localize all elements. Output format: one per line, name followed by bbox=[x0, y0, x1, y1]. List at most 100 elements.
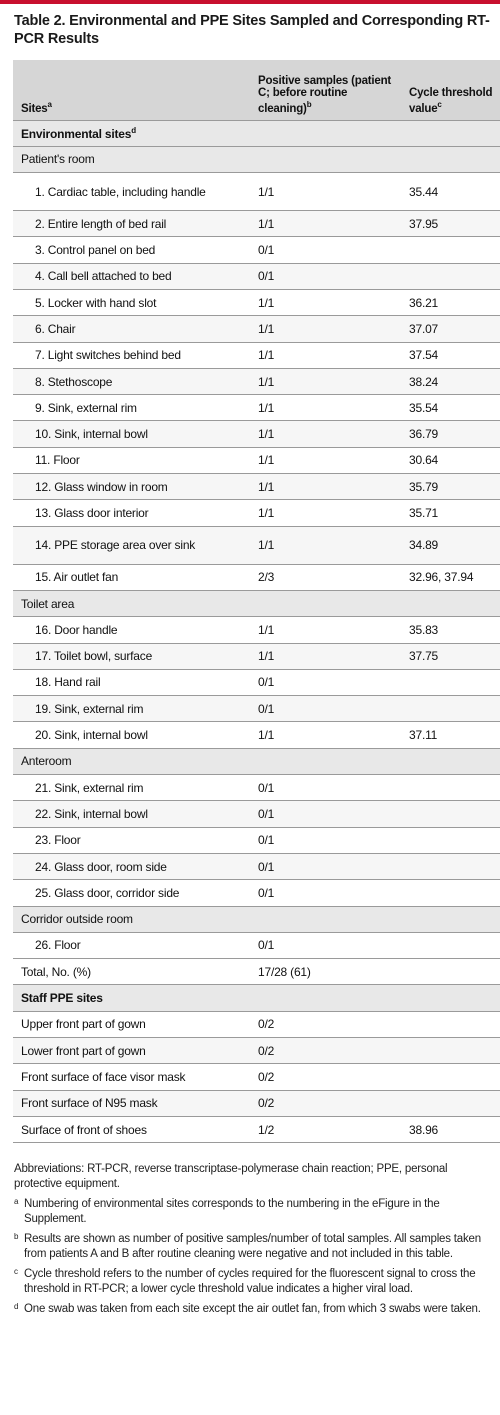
table-row: 14. PPE storage area over sink 1/1 34.89 bbox=[13, 526, 500, 565]
site-cell: 18. Hand rail bbox=[35, 675, 101, 690]
site-cell: 15. Air outlet fan bbox=[35, 570, 119, 585]
positive-cell: 1/1 bbox=[250, 420, 401, 448]
positive-cell: 0/1 bbox=[258, 938, 275, 953]
positive-cell: 1/1 bbox=[258, 622, 275, 637]
positive-cell: 1/1 bbox=[258, 348, 275, 363]
table-row: 11. Floor 1/1 30.64 bbox=[13, 447, 500, 473]
ct-cell bbox=[401, 669, 500, 695]
footnote-a: a Numbering of environmental sites corres… bbox=[14, 1197, 440, 1225]
toilet-area-header: Toilet area bbox=[13, 590, 500, 617]
positive-cell: 1/1 bbox=[258, 506, 275, 520]
ct-cell: 38.24 bbox=[401, 368, 500, 395]
ct-cell bbox=[401, 775, 500, 801]
ct-cell bbox=[401, 932, 500, 958]
positive-cell: 2/3 bbox=[258, 570, 275, 585]
abbreviations-note: Abbreviations: RT-PCR, reverse transcrip… bbox=[14, 1163, 448, 1190]
site-cell: 16. Door handle bbox=[35, 622, 118, 637]
site-cell: 3. Control panel on bed bbox=[35, 243, 156, 258]
site-cell: 26. Floor bbox=[35, 938, 81, 953]
site-cell: 13. Glass door interior bbox=[35, 506, 149, 520]
table-row: 6. Chair 1/1 37.07 bbox=[13, 315, 500, 343]
ct-cell: 35.79 bbox=[401, 473, 500, 500]
positive-cell: 0/1 bbox=[250, 853, 401, 880]
ct-cell: 36.79 bbox=[401, 420, 500, 448]
positive-cell: 0/1 bbox=[258, 833, 275, 848]
table-row: 3. Control panel on bed 0/1 bbox=[13, 236, 500, 263]
site-cell: 19. Sink, external rim bbox=[13, 695, 250, 722]
positive-cell: 1/1 bbox=[250, 368, 401, 395]
table-row: Front surface of N95 mask 0/2 bbox=[13, 1090, 500, 1117]
positive-cell: 1/1 bbox=[258, 400, 275, 415]
positive-cell: 1/1 bbox=[258, 728, 275, 743]
table-row: Lower front part of gown 0/2 bbox=[13, 1037, 500, 1064]
ct-cell: 37.11 bbox=[409, 728, 438, 743]
ct-cell bbox=[401, 800, 500, 828]
ct-cell: 38.96 bbox=[409, 1122, 439, 1137]
positive-cell: 0/1 bbox=[258, 885, 275, 900]
site-cell: 21. Sink, external rim bbox=[35, 780, 144, 795]
ct-cell: 34.89 bbox=[401, 526, 500, 565]
ct-cell bbox=[401, 853, 500, 880]
ct-cell: 36.21 bbox=[409, 295, 439, 310]
site-cell: 10. Sink, internal bowl bbox=[13, 420, 250, 448]
ct-cell bbox=[401, 695, 500, 722]
site-cell: 12. Glass window in room bbox=[13, 473, 250, 500]
table-row: 21. Sink, external rim 0/1 bbox=[13, 774, 500, 801]
site-cell: Surface of front of shoes bbox=[21, 1122, 147, 1137]
anteroom-header: Anteroom bbox=[13, 748, 500, 775]
site-cell: Front surface of face visor mask bbox=[21, 1069, 186, 1084]
site-cell: 25. Glass door, corridor side bbox=[35, 885, 180, 900]
table-row: 9. Sink, external rim 1/1 35.54 bbox=[13, 394, 500, 421]
table-row: 7. Light switches behind bed 1/1 37.54 bbox=[13, 342, 500, 368]
positive-cell: 0/2 bbox=[258, 1069, 275, 1084]
patients-room-header: Patient's room bbox=[13, 146, 500, 173]
site-cell: 20. Sink, internal bowl bbox=[35, 728, 148, 743]
table-caption: Table 2. Environmental and PPE Sites Sam… bbox=[14, 13, 490, 47]
table-row: 12. Glass window in room 1/1 35.79 bbox=[13, 473, 500, 500]
site-cell: 23. Floor bbox=[35, 833, 81, 848]
header-sites: Sitesa bbox=[21, 99, 52, 115]
table-row: 15. Air outlet fan 2/3 32.96, 37.94 bbox=[13, 564, 500, 590]
table-row: 13. Glass door interior 1/1 35.71 bbox=[13, 499, 500, 526]
table-row: 18. Hand rail 0/1 bbox=[13, 669, 500, 695]
site-cell: Lower front part of gown bbox=[13, 1037, 250, 1064]
table-body: Environmental sitesd Patient's room 1. Car… bbox=[13, 120, 500, 1143]
site-cell: 9. Sink, external rim bbox=[35, 400, 137, 415]
positive-cell: 1/1 bbox=[258, 453, 275, 468]
table-row: 19. Sink, external rim 0/1 bbox=[13, 695, 500, 722]
positive-cell: 0/2 bbox=[250, 1090, 401, 1117]
table-row: 8. Stethoscope 1/1 38.24 bbox=[13, 368, 500, 395]
table-row: 16. Door handle 1/1 35.83 bbox=[13, 616, 500, 643]
ct-cell: 37.75 bbox=[401, 643, 500, 670]
table-notes: Abbreviations: RT-PCR, reverse transcrip… bbox=[14, 1162, 498, 1323]
corridor-header: Corridor outside room bbox=[13, 906, 500, 933]
site-cell: Front surface of N95 mask bbox=[13, 1090, 250, 1117]
site-cell: 22. Sink, internal bowl bbox=[13, 800, 250, 828]
staff-ppe-header: Staff PPE sites bbox=[13, 984, 500, 1012]
table-row: 10. Sink, internal bowl 1/1 36.79 bbox=[13, 420, 500, 448]
table-row: 26. Floor 0/1 bbox=[13, 932, 500, 958]
ct-cell: 37.95 bbox=[401, 210, 500, 237]
ct-cell: 37.07 bbox=[401, 315, 500, 343]
positive-cell: 1/1 bbox=[250, 315, 401, 343]
positive-cell: 1/1 bbox=[250, 526, 401, 565]
ct-cell bbox=[401, 1037, 500, 1064]
ct-cell: 35.44 bbox=[409, 184, 439, 199]
site-cell: 17. Toilet bowl, surface bbox=[13, 643, 250, 670]
positive-cell: 0/1 bbox=[258, 243, 275, 258]
table-row: 24. Glass door, room side 0/1 bbox=[13, 853, 500, 880]
positive-cell: 0/1 bbox=[250, 263, 401, 290]
ct-cell bbox=[401, 880, 500, 906]
table-row: 4. Call bell attached to bed 0/1 bbox=[13, 263, 500, 290]
total-ct bbox=[401, 959, 500, 985]
total-label: Total, No. (%) bbox=[21, 964, 91, 979]
table-row: Upper front part of gown 0/2 bbox=[13, 1011, 500, 1037]
environmental-sites-header: Environmental sitesd bbox=[13, 120, 500, 147]
table-row: 2. Entire length of bed rail 1/1 37.95 bbox=[13, 210, 500, 237]
header-row: Sitesa Positive samples (patient C; befo… bbox=[13, 60, 500, 120]
positive-cell: 0/2 bbox=[258, 1017, 275, 1032]
table-row: 22. Sink, internal bowl 0/1 bbox=[13, 800, 500, 828]
header-cycle-threshold: Cycle threshold valuec bbox=[409, 86, 493, 115]
ct-cell bbox=[401, 237, 500, 263]
site-cell: 7. Light switches behind bed bbox=[35, 348, 181, 363]
